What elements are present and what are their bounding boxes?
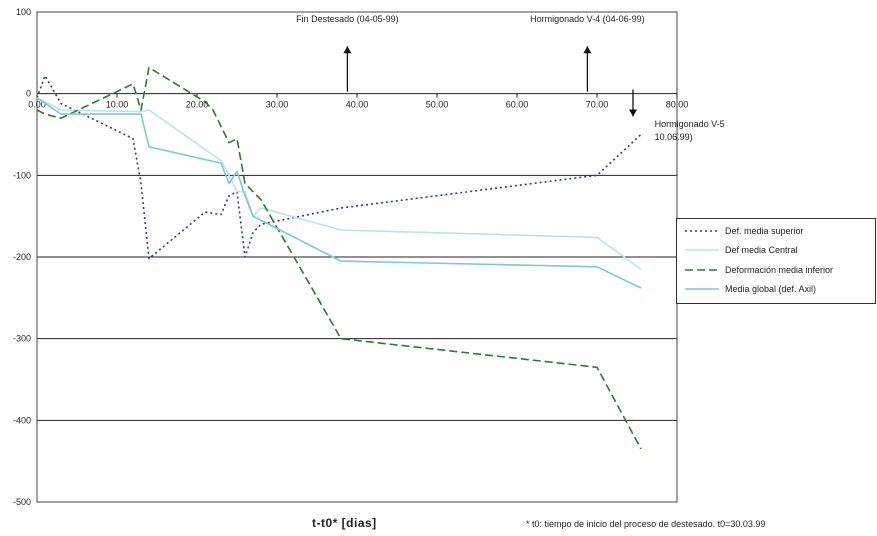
legend-label: Def. media superior [725,226,804,236]
x-tick-label: 70.00 [586,100,609,110]
legend-item-media-global: Media global (def. Axil) [685,283,816,295]
x-tick-label: 80.00 [666,100,689,110]
x-tick-label: 50.00 [426,100,449,110]
series-line-3 [36,97,642,289]
x-tick-label: 10.00 [106,100,129,110]
series-line-0 [36,74,642,260]
legend-item-def-media-central: Def media Central [685,244,798,256]
annotations: Fin Destesado (04-05-99) Hormigonado V-4 … [296,14,725,142]
annotation-arrowhead [629,109,637,117]
legend-label: Def media Central [725,245,798,255]
legend: Def. media superior Def media Central De… [676,218,876,304]
y-tick-label: -400 [13,415,31,425]
x-tick-label: 40.00 [346,100,369,110]
x-tick-label: 20.00 [186,100,209,110]
footnote: * t0: tiempo de inicio del proceso de de… [526,519,766,529]
y-tick-label: -100 [13,170,31,180]
legend-swatch-superior [685,230,719,232]
annotation-arrowhead [343,46,352,54]
annotation-label: 10.06.99) [655,132,693,142]
legend-swatch-inferior [685,269,719,271]
x-tick-label: 30.00 [266,100,289,110]
series-line-2 [36,66,642,450]
x-tick-label: 0.00 [28,100,46,110]
legend-label: Media global (def. Axil) [725,284,817,294]
legend-item-def-media-superior: Def. media superior [685,225,804,237]
y-tick-label: 0 [26,89,31,99]
series-line-1 [36,97,642,270]
annotation-label: Fin Destesado (04-05-99) [296,14,399,24]
y-tick-label: 100 [16,7,31,17]
legend-item-deformacion-media-inferior: Deformación media inferior [685,264,833,276]
series-lines [36,66,642,450]
legend-swatch-global [685,288,719,290]
annotation-arrowhead [583,46,592,54]
annotation-label: Hormigonado V-4 (04-06-99) [530,14,645,24]
grid-lines [37,174,677,421]
y-tick-label: -300 [13,334,31,344]
legend-swatch-central [685,249,719,251]
y-tick-label: -500 [13,497,31,507]
legend-label: Deformación media inferior [725,265,834,275]
annotation-label: Hormigonado V-5 [655,119,725,129]
x-axis-label: t-t0* [dias] [312,516,377,530]
y-tick-label: -200 [13,252,31,262]
x-tick-label: 60.00 [506,100,529,110]
